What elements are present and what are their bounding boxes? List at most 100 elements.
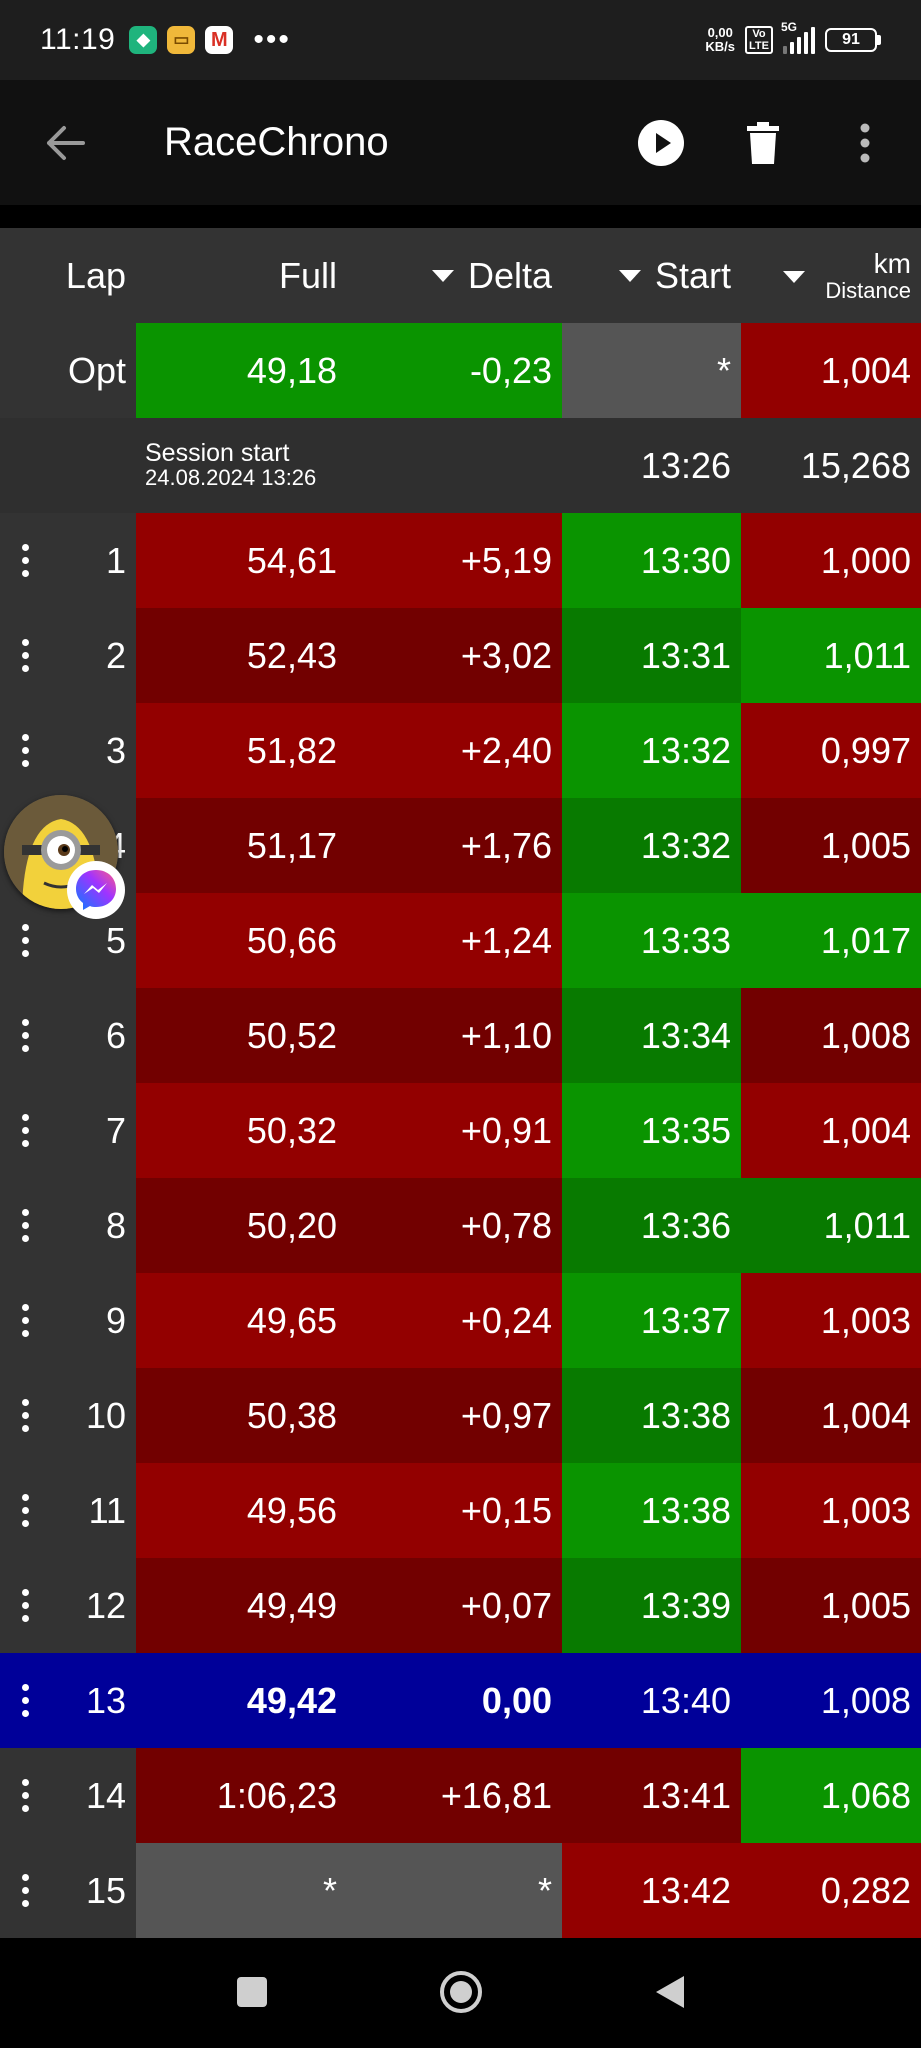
column-header-delta[interactable]: Delta bbox=[347, 228, 562, 323]
lap-number-text: 5 bbox=[105, 919, 126, 961]
lap-row[interactable]: 8 50,20 +0,78 13:36 1,011 bbox=[0, 1178, 921, 1273]
shield-icon: ◆ bbox=[129, 26, 158, 54]
lap-start: 13:40 bbox=[562, 1653, 741, 1748]
lap-delta: +3,02 bbox=[347, 608, 562, 703]
column-header-distance[interactable]: km Distance bbox=[741, 228, 921, 323]
lap-full: 49,42 bbox=[136, 1653, 347, 1748]
lap-number: 10 bbox=[0, 1368, 136, 1463]
lap-delta: +0,91 bbox=[347, 1083, 562, 1178]
lap-delta: +0,97 bbox=[347, 1368, 562, 1463]
row-menu-icon[interactable] bbox=[22, 513, 29, 608]
lap-number: 12 bbox=[0, 1558, 136, 1653]
lap-row[interactable]: 7 50,32 +0,91 13:35 1,004 bbox=[0, 1083, 921, 1178]
row-menu-icon[interactable] bbox=[22, 1083, 29, 1178]
lap-row[interactable]: 4 51,17 +1,76 13:32 1,005 bbox=[0, 798, 921, 893]
row-menu-icon[interactable] bbox=[22, 893, 29, 988]
lap-full: 51,17 bbox=[136, 798, 347, 893]
lap-number: 3 bbox=[0, 703, 136, 798]
dropdown-triangle-icon bbox=[431, 269, 454, 282]
row-menu-icon[interactable] bbox=[22, 1463, 29, 1558]
trash-icon[interactable] bbox=[723, 80, 803, 205]
lap-delta: * bbox=[347, 1843, 562, 1938]
lap-row[interactable]: 5 50,66 +1,24 13:33 1,017 bbox=[0, 893, 921, 988]
lap-full: * bbox=[136, 1843, 347, 1938]
lap-row[interactable]: 9 49,65 +0,24 13:37 1,003 bbox=[0, 1273, 921, 1368]
lap-row[interactable]: 6 50,52 +1,10 13:34 1,008 bbox=[0, 988, 921, 1083]
lap-distance: 1,017 bbox=[741, 893, 921, 988]
lap-start: 13:38 bbox=[562, 1463, 741, 1558]
lap-start: 13:34 bbox=[562, 988, 741, 1083]
lap-number-text: 11 bbox=[88, 1489, 126, 1531]
lap-full: 52,43 bbox=[136, 608, 347, 703]
lap-number: 8 bbox=[0, 1178, 136, 1273]
row-menu-icon[interactable] bbox=[22, 1178, 29, 1273]
lap-start: 13:32 bbox=[562, 703, 741, 798]
row-menu-icon[interactable] bbox=[22, 988, 29, 1083]
lap-full: 50,32 bbox=[136, 1083, 347, 1178]
more-notifications-icon: ••• bbox=[253, 23, 291, 56]
column-header-start[interactable]: Start bbox=[562, 228, 741, 323]
lap-distance: 1,011 bbox=[741, 608, 921, 703]
status-bar: 11:19 ◆ ▭ M ••• 0,00 KB/s Vo LTE 5G 91 bbox=[0, 0, 921, 80]
lap-delta: +1,76 bbox=[347, 798, 562, 893]
network-speed-value: 0,00 bbox=[707, 25, 733, 40]
lap-distance: 1,004 bbox=[741, 1083, 921, 1178]
lap-start: 13:36 bbox=[562, 1178, 741, 1273]
lap-row[interactable]: 15 * * 13:42 0,282 bbox=[0, 1843, 921, 1938]
back-triangle-icon[interactable] bbox=[654, 1974, 686, 2015]
optimal-row[interactable]: Opt 49,18 -0,23 * 1,004 bbox=[0, 323, 921, 418]
lap-start: 13:39 bbox=[562, 1558, 741, 1653]
dropdown-triangle-icon bbox=[618, 269, 641, 282]
play-icon[interactable] bbox=[621, 80, 701, 205]
overflow-menu-icon[interactable] bbox=[825, 80, 905, 205]
column-header-delta-label: Delta bbox=[467, 254, 552, 296]
lap-row[interactable]: 3 51,82 +2,40 13:32 0,997 bbox=[0, 703, 921, 798]
row-menu-icon[interactable] bbox=[22, 1273, 29, 1368]
lap-number-text: 7 bbox=[105, 1109, 126, 1151]
optimal-full: 49,18 bbox=[136, 323, 347, 418]
row-menu-icon[interactable] bbox=[22, 1368, 29, 1463]
session-start-title: Session start bbox=[145, 439, 290, 467]
lap-number-text: 6 bbox=[105, 1014, 126, 1056]
lap-number: 9 bbox=[0, 1273, 136, 1368]
row-menu-icon[interactable] bbox=[22, 1843, 29, 1938]
lap-number: 11 bbox=[0, 1463, 136, 1558]
lap-row[interactable]: 14 1:06,23 +16,81 13:41 1,068 bbox=[0, 1748, 921, 1843]
lap-distance: 0,282 bbox=[741, 1843, 921, 1938]
lap-row[interactable]: 12 49,49 +0,07 13:39 1,005 bbox=[0, 1558, 921, 1653]
optimal-label-text: Opt bbox=[67, 349, 126, 391]
column-header-lap[interactable]: Lap bbox=[0, 228, 136, 323]
reference-lap-row[interactable]: 13 49,42 0,00 13:40 1,008 bbox=[0, 1653, 921, 1748]
lap-start: 13:37 bbox=[562, 1273, 741, 1368]
battery-icon: 91 bbox=[825, 28, 881, 52]
column-header-full[interactable]: Full bbox=[136, 228, 347, 323]
back-arrow-icon[interactable] bbox=[20, 80, 110, 205]
system-indicators: 0,00 KB/s Vo LTE 5G 91 bbox=[705, 20, 881, 54]
lap-row[interactable]: 1 54,61 +5,19 13:30 1,000 bbox=[0, 513, 921, 608]
recents-square-icon[interactable] bbox=[236, 1976, 268, 2013]
row-menu-icon[interactable] bbox=[22, 608, 29, 703]
row-menu-icon[interactable] bbox=[22, 1558, 29, 1653]
lap-full: 50,52 bbox=[136, 988, 347, 1083]
home-circle-icon[interactable] bbox=[439, 1970, 483, 2019]
lap-distance: 0,997 bbox=[741, 703, 921, 798]
lap-number-text: 10 bbox=[85, 1394, 126, 1436]
lap-number-text: 9 bbox=[105, 1299, 126, 1341]
lap-delta: +2,40 bbox=[347, 703, 562, 798]
lap-row[interactable]: 11 49,56 +0,15 13:38 1,003 bbox=[0, 1463, 921, 1558]
session-start-row[interactable]: Session start 24.08.2024 13:26 13:26 15,… bbox=[0, 418, 921, 513]
lap-delta: +5,19 bbox=[347, 513, 562, 608]
lap-delta: +1,24 bbox=[347, 893, 562, 988]
row-menu-icon[interactable] bbox=[22, 703, 29, 798]
lap-row[interactable]: 2 52,43 +3,02 13:31 1,011 bbox=[0, 608, 921, 703]
battery-level: 91 bbox=[842, 31, 860, 48]
lap-start: 13:30 bbox=[562, 513, 741, 608]
lap-row[interactable]: 10 50,38 +0,97 13:38 1,004 bbox=[0, 1368, 921, 1463]
network-speed-unit: KB/s bbox=[705, 39, 736, 54]
row-menu-icon[interactable] bbox=[22, 1748, 29, 1843]
session-distance: 15,268 bbox=[741, 418, 921, 513]
network-type: 5G bbox=[781, 20, 798, 34]
lap-start: 13:33 bbox=[562, 893, 741, 988]
row-menu-icon[interactable] bbox=[22, 1653, 29, 1748]
optimal-distance: 1,004 bbox=[741, 323, 921, 418]
